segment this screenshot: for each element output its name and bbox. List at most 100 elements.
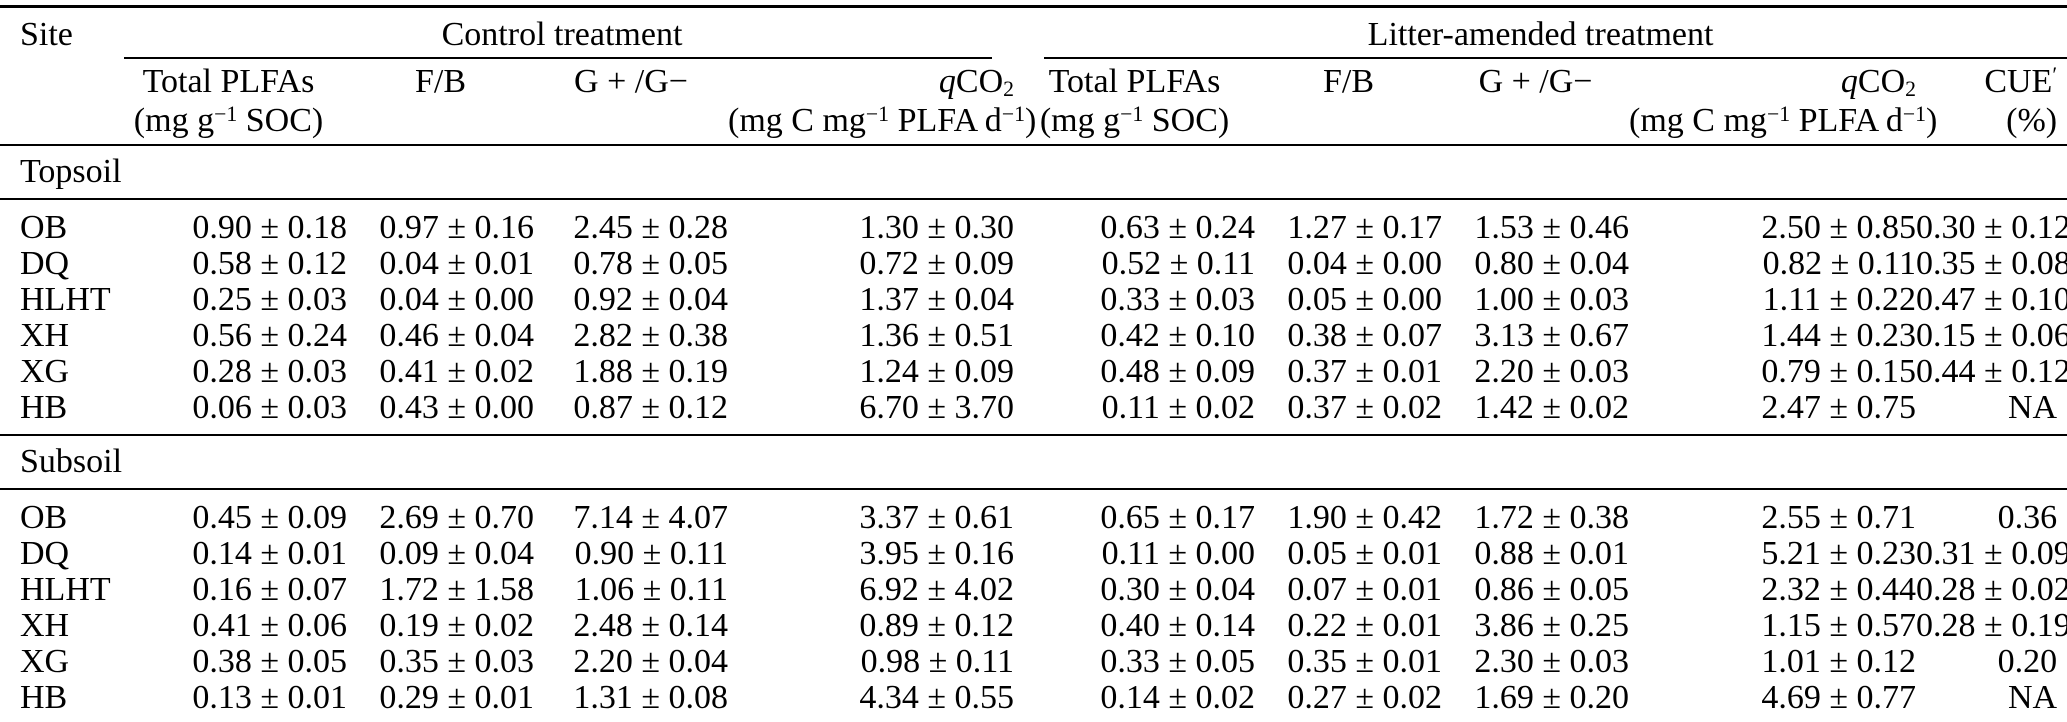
cell-qco2-litter: 4.69 ± 0.77 [1761,678,1917,716]
section-header-subsoil: Subsoil [0,433,2067,490]
cell-gplus-gminus-control: 2.45 ± 0.28 [573,208,728,246]
cell-fb-control: 1.72 ± 1.58 [379,570,534,608]
column-header-fb-control: F/B [347,58,534,146]
row-subsoil-xg: XG 0.38 ± 0.05 0.35 ± 0.03 2.20 ± 0.04 0.98 … [0,642,2067,680]
cell-fb-litter: 1.27 ± 0.17 [1287,208,1443,246]
cell-total-plfas-control: 0.14 ± 0.01 [192,534,347,572]
cell-qco2-control: 4.34 ± 0.55 [859,678,1015,716]
cell-qco2-litter: 1.15 ± 0.57 [1761,606,1917,644]
column-title: qCO2 [938,62,1015,101]
column-header-qco2-control: qCO2 (mg C mg−1 PLFA d−1) [728,58,1036,146]
column-unit [347,101,534,143]
column-title: F/B [414,62,467,100]
cell-gplus-gminus-litter: 3.86 ± 0.25 [1474,606,1630,644]
group-header-litter: Litter-amended treatment [1014,7,2067,59]
cell-qco2-control: 1.30 ± 0.30 [859,208,1015,246]
cell-cue-litter: 0.20 [1997,642,2058,680]
cell-gplus-gminus-control: 2.48 ± 0.14 [573,606,728,644]
column-unit: (mg C mg−1 PLFA d−1) [1629,101,1938,139]
cell-gplus-gminus-control: 2.20 ± 0.04 [573,642,728,680]
cell-total-plfas-litter: 0.30 ± 0.04 [1100,570,1256,608]
site-column-header: Site [20,16,73,53]
row-topsoil-hb: HB 0.06 ± 0.03 0.43 ± 0.00 0.87 ± 0.12 6.70 … [0,388,2067,435]
group-label-control: Control treatment [441,16,683,53]
cell-gplus-gminus-control: 0.87 ± 0.12 [573,388,728,426]
cell-fb-litter: 0.05 ± 0.00 [1287,280,1443,318]
results-table: Site Control treatment Litter-amended tr… [0,5,2067,722]
site-cell: OB [20,498,68,536]
cell-gplus-gminus-litter: 0.86 ± 0.05 [1474,570,1630,608]
cell-total-plfas-litter: 0.14 ± 0.02 [1100,678,1256,716]
cell-qco2-litter: 2.32 ± 0.44 [1761,570,1917,608]
cell-gplus-gminus-litter: 1.42 ± 0.02 [1474,388,1630,426]
column-header-total-plfas-litter: Total PLFAs (mg g−1 SOC) [1014,58,1256,146]
column-title: Total PLFAs [142,62,315,100]
cell-cue-litter: 0.35 ± 0.08 [1916,244,2067,282]
column-title: G + /G− [574,62,688,100]
cell-cue-litter: 0.30 ± 0.12 [1916,208,2067,246]
column-header-gplus-gminus-litter: G + /G− [1442,58,1630,146]
cell-fb-control: 0.19 ± 0.02 [379,606,534,644]
cell-qco2-control: 3.37 ± 0.61 [859,498,1015,536]
cell-gplus-gminus-control: 7.14 ± 4.07 [573,498,728,536]
column-header-total-plfas-control: Total PLFAs (mg g−1 SOC) [110,58,347,146]
cell-qco2-control: 0.72 ± 0.09 [859,244,1015,282]
row-topsoil-hlht: HLHT 0.25 ± 0.03 0.04 ± 0.00 0.92 ± 0.04 1.3… [0,280,2067,318]
group-header-control: Control treatment [110,7,1014,59]
column-unit: (mg g−1 SOC) [133,101,324,139]
cell-qco2-litter: 0.79 ± 0.15 [1761,352,1917,390]
site-cell: HB [20,678,68,716]
cell-gplus-gminus-litter: 2.30 ± 0.03 [1474,642,1630,680]
row-topsoil-xg: XG 0.28 ± 0.03 0.41 ± 0.02 1.88 ± 0.19 1.24 … [0,352,2067,390]
cell-gplus-gminus-control: 0.90 ± 0.11 [574,534,728,572]
cell-total-plfas-control: 0.56 ± 0.24 [192,316,347,354]
cell-qco2-litter: 2.55 ± 0.71 [1761,498,1917,536]
cell-gplus-gminus-control: 1.31 ± 0.08 [573,678,728,716]
cell-total-plfas-control: 0.41 ± 0.06 [192,606,347,644]
cell-total-plfas-litter: 0.42 ± 0.10 [1100,316,1256,354]
cell-gplus-gminus-litter: 1.69 ± 0.20 [1474,678,1630,716]
column-unit: (%) [2006,101,2058,139]
cell-fb-control: 0.09 ± 0.04 [379,534,534,572]
cell-fb-control: 2.69 ± 0.70 [379,498,534,536]
cell-fb-litter: 0.07 ± 0.01 [1287,570,1443,608]
cell-total-plfas-control: 0.45 ± 0.09 [192,498,347,536]
row-subsoil-xh: XH 0.41 ± 0.06 0.19 ± 0.02 2.48 ± 0.14 0.89 … [0,606,2067,644]
cell-fb-litter: 0.05 ± 0.01 [1287,534,1443,572]
cell-total-plfas-litter: 0.48 ± 0.09 [1100,352,1256,390]
cell-fb-litter: 0.37 ± 0.01 [1287,352,1443,390]
cell-total-plfas-litter: 0.11 ± 0.00 [1101,534,1256,572]
cell-gplus-gminus-litter: 3.13 ± 0.67 [1474,316,1630,354]
cell-gplus-gminus-litter: 1.00 ± 0.03 [1474,280,1630,318]
cell-total-plfas-litter: 0.40 ± 0.14 [1100,606,1256,644]
litter-group-rule [1044,56,2067,59]
column-header-row: Total PLFAs (mg g−1 SOC) F/B G + /G− qCO2 (mg… [0,58,2067,146]
cell-qco2-litter: 0.82 ± 0.11 [1762,244,1917,282]
cell-qco2-litter: 5.21 ± 0.23 [1761,534,1917,572]
cell-cue-litter: 0.44 ± 0.12 [1916,352,2067,390]
cell-cue-litter: 0.15 ± 0.06 [1916,316,2067,354]
site-cell: DQ [20,534,70,572]
cell-cue-litter: 0.36 [1997,498,2058,536]
cell-qco2-control: 0.98 ± 0.11 [860,642,1015,680]
group-header-row: Site Control treatment Litter-amended tr… [0,7,2067,59]
cell-fb-control: 0.04 ± 0.01 [379,244,534,282]
cell-total-plfas-litter: 0.33 ± 0.03 [1100,280,1256,318]
site-cell: HLHT [20,280,111,318]
cell-fb-control: 0.35 ± 0.03 [379,642,534,680]
cell-gplus-gminus-control: 0.78 ± 0.05 [573,244,728,282]
site-cell: XH [20,316,70,354]
cell-gplus-gminus-control: 0.92 ± 0.04 [573,280,728,318]
cell-qco2-control: 6.70 ± 3.70 [859,388,1015,426]
row-topsoil-ob: OB 0.90 ± 0.18 0.97 ± 0.16 2.45 ± 0.28 1.30 … [0,199,2067,246]
cell-fb-litter: 0.37 ± 0.02 [1287,388,1443,426]
column-title: Total PLFAs [1048,62,1221,100]
cell-qco2-litter: 1.44 ± 0.23 [1761,316,1917,354]
column-header-qco2-litter: qCO2 (mg C mg−1 PLFA d−1) [1629,58,1938,146]
row-topsoil-xh: XH 0.56 ± 0.24 0.46 ± 0.04 2.82 ± 0.38 1.36 … [0,316,2067,354]
cell-gplus-gminus-litter: 1.72 ± 0.38 [1474,498,1630,536]
cell-gplus-gminus-control: 1.88 ± 0.19 [573,352,728,390]
cell-gplus-gminus-litter: 2.20 ± 0.03 [1474,352,1630,390]
cell-qco2-control: 0.89 ± 0.12 [859,606,1015,644]
cell-gplus-gminus-litter: 0.88 ± 0.01 [1474,534,1630,572]
